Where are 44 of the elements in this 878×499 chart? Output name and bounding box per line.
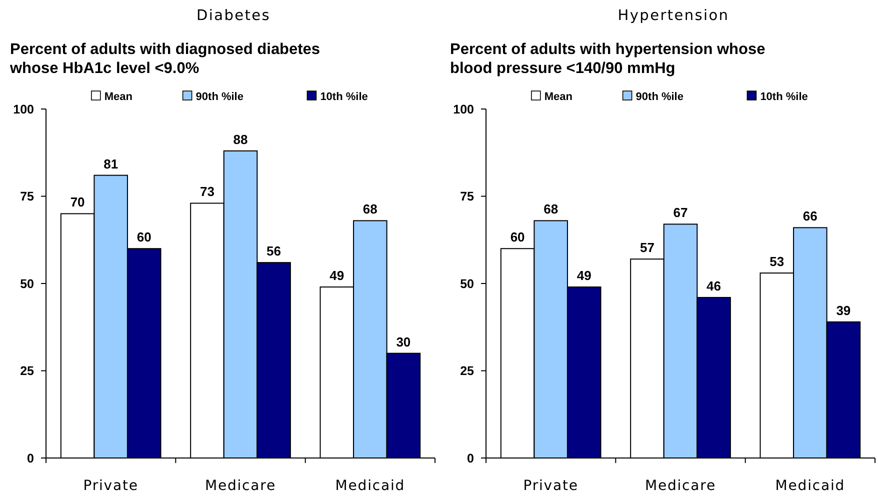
chart-title: Diabetes [196, 8, 270, 24]
chart-title: Hypertension [618, 8, 730, 24]
y-tick-label: 25 [460, 364, 474, 378]
y-tick-label: 25 [20, 364, 34, 378]
data-label: 66 [802, 208, 818, 224]
data-label: 49 [330, 268, 344, 283]
x-tick-label: Medicaid [335, 478, 406, 494]
y-tick-label: 0 [27, 451, 34, 466]
legend-label: 10th %ile [760, 91, 808, 103]
data-label: 88 [233, 132, 248, 147]
chart-subtitle: Percent of adults with diagnosed diabetes whose HbA1c level <9.0% [9, 41, 320, 77]
data-label: 60 [136, 230, 152, 245]
data-label: 68 [362, 202, 378, 217]
data-label: 57 [640, 240, 654, 256]
y-tick-label: 0 [467, 451, 474, 466]
data-label: 49 [576, 268, 592, 283]
x-tick-label: Medicaid [775, 478, 846, 494]
x-tick-label: Medicare [204, 478, 276, 494]
legend-label: 90th %ile [636, 91, 684, 103]
data-label: 56 [266, 244, 282, 259]
y-tick-label: 100 [13, 102, 34, 116]
x-tick-label: Private [523, 478, 578, 494]
y-tick-label: 100 [453, 102, 474, 116]
data-label: 81 [104, 156, 118, 172]
data-label: 60 [510, 230, 525, 245]
y-tick-label: 50 [460, 276, 474, 291]
y-tick-label: 75 [460, 190, 474, 204]
data-label: 53 [770, 254, 784, 270]
y-tick-label: 50 [20, 276, 34, 291]
x-tick-label: Private [83, 478, 138, 494]
data-label: 73 [200, 184, 214, 200]
data-label: 68 [544, 202, 558, 217]
y-tick-label: 75 [20, 190, 34, 204]
legend-label: Mean [104, 91, 133, 103]
legend-label: 90th %ile [196, 91, 244, 103]
data-label: 70 [70, 194, 85, 210]
data-label: 30 [396, 334, 411, 350]
x-tick-label: Medicare [644, 478, 716, 494]
data-label: 46 [706, 278, 722, 294]
legend-label: Mean [544, 91, 573, 103]
data-label: 67 [673, 205, 688, 220]
legend-label: 10th %ile [320, 91, 368, 103]
chart-subtitle: Percent of adults with hypertension whose blood pressure <140/90 mmHg [450, 41, 766, 77]
data-label: 39 [836, 302, 851, 318]
